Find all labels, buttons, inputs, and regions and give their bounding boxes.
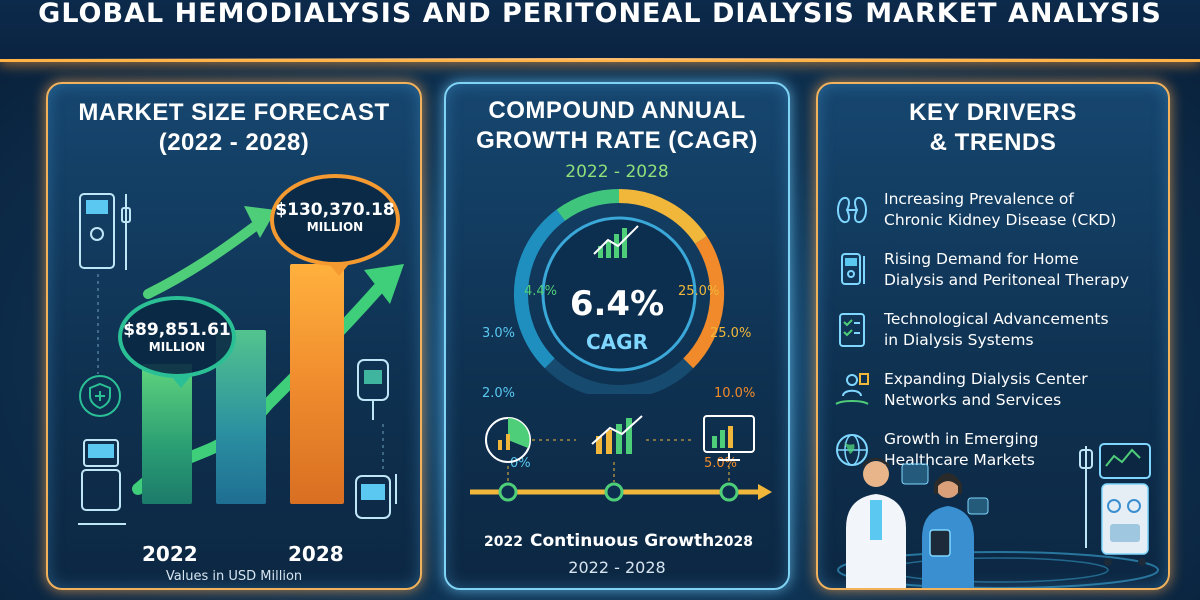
timeline-period: 2022 - 2028	[568, 558, 666, 577]
gauge-label-right-3: 10.0%	[714, 386, 756, 401]
cagr-period: 2022 - 2028	[565, 162, 669, 182]
dialysis-machine-icon	[79, 193, 131, 270]
cagr-gauge	[514, 188, 725, 394]
list-item: Increasing Prevalence of Chronic Kidney D…	[832, 180, 1162, 240]
driver-5-line1: Growth in Emerging	[884, 430, 1039, 448]
gauge-arc-yellow	[618, 188, 707, 245]
medical-staff-illustration	[837, 443, 1159, 588]
gauge-label-right-1: 25.0%	[678, 284, 720, 299]
pie-growth-icon	[485, 417, 531, 463]
cagr-title-line2: GROWTH RATE (CAGR)	[476, 127, 758, 154]
market-size-panel: MARKET SIZE FORECAST (2022 - 2028)	[46, 82, 422, 590]
drivers-list: Increasing Prevalence of Chronic Kidney D…	[832, 180, 1162, 480]
dialysis-machine-icon	[841, 253, 865, 285]
drivers-title-line2: & TRENDS	[929, 129, 1057, 156]
driver-4-line1: Expanding Dialysis Center	[884, 370, 1088, 388]
timeline-node	[719, 482, 739, 502]
hologram-panel	[967, 497, 989, 515]
shield-icon	[79, 375, 121, 417]
doctor-figure	[846, 458, 906, 588]
driver-3-line1: Technological Advancements	[884, 310, 1109, 328]
end-value: $130,370.18	[275, 200, 395, 220]
gauge-arc-blue	[514, 209, 566, 369]
kidney-icon	[837, 196, 867, 224]
timeline-node	[604, 482, 624, 502]
driver-2-line2: Dialysis and Peritoneal Therapy	[884, 271, 1130, 289]
key-drivers-panel: KEY DRIVERS & TRENDS Increasing Prevalen…	[816, 82, 1170, 590]
growth-arrow-upper	[143, 219, 263, 299]
units-footnote: Values in USD Million	[165, 569, 303, 584]
cagr-panel: COMPOUND ANNUAL GROWTH RATE (CAGR) 2022 …	[444, 82, 790, 590]
cagr-title: COMPOUND ANNUAL	[488, 97, 746, 124]
list-item: Technological Advancements in Dialysis Sy…	[832, 300, 1162, 360]
driver-2-line1: Rising Demand for Home	[884, 250, 1079, 268]
cagr-label: CAGR	[586, 330, 648, 354]
gauge-arc-orange	[683, 236, 725, 369]
network-people-icon	[835, 373, 869, 405]
gauge-arc-green	[556, 188, 620, 221]
dialysis-station-icon	[1079, 443, 1151, 566]
gauge-label-right-2: 25.0%	[710, 326, 752, 341]
market-size-period: (2022 - 2028)	[158, 129, 310, 156]
bar-chart-icon	[591, 415, 643, 454]
page-title: GLOBAL HEMODIALYSIS AND PERITONEAL DIALY…	[38, 0, 1162, 29]
start-year: 2022	[142, 542, 198, 566]
nurse-figure	[922, 473, 974, 588]
drivers-title: KEY DRIVERS	[909, 99, 1077, 126]
list-item: Expanding Dialysis Center Networks and Se…	[832, 360, 1162, 420]
monitor-chart-icon	[703, 415, 755, 461]
growth-timeline	[470, 415, 772, 502]
start-unit: MILLION	[148, 340, 206, 354]
iv-bag-icon	[357, 359, 389, 420]
gauge-label-left-3: 3.0%	[482, 326, 516, 341]
driver-4-line2: Networks and Services	[884, 391, 1062, 409]
checklist-icon	[839, 313, 865, 347]
bar-2028	[290, 264, 344, 504]
growth-arrow-upper-head	[244, 206, 276, 238]
end-year: 2028	[288, 542, 344, 566]
timeline-arrowhead	[758, 484, 772, 500]
globe-icon	[836, 434, 868, 466]
end-unit: MILLION	[306, 220, 364, 234]
list-item: Rising Demand for Home Dialysis and Perit…	[832, 240, 1162, 300]
hospital-machine-icon	[78, 439, 126, 525]
growth-arrow-main-head	[364, 264, 404, 304]
title-bar: GLOBAL HEMODIALYSIS AND PERITONEAL DIALY…	[0, 0, 1200, 62]
start-value-callout: $89,851.61 MILLION	[118, 296, 236, 388]
hologram-panel	[901, 463, 929, 485]
driver-1-line1: Increasing Prevalence of	[884, 190, 1074, 208]
gauge-label-left-1: 0%	[510, 456, 531, 471]
gauge-label-left-2: 2.0%	[482, 386, 516, 401]
timeline-title: Continuous Growth	[530, 531, 715, 551]
title-divider	[0, 58, 1200, 60]
driver-1-line2: Chronic Kidney Disease (CKD)	[884, 211, 1117, 229]
market-size-title: MARKET SIZE FORECAST	[78, 99, 390, 126]
end-value-callout: $130,370.18 MILLION	[270, 174, 400, 276]
dialysis-bag-icon	[355, 474, 397, 519]
timeline-start-year: 2022	[484, 534, 523, 550]
timeline-end-year: 2028	[714, 534, 753, 550]
cagr-value: 6.4%	[569, 284, 665, 324]
gauge-label-left-4: 4.4%	[524, 284, 558, 299]
driver-3-line2: in Dialysis Systems	[884, 331, 1034, 349]
trend-chart-icon	[593, 225, 639, 258]
gauge-center	[541, 216, 697, 372]
start-value: $89,851.61	[123, 320, 231, 340]
timeline-node	[498, 482, 518, 502]
